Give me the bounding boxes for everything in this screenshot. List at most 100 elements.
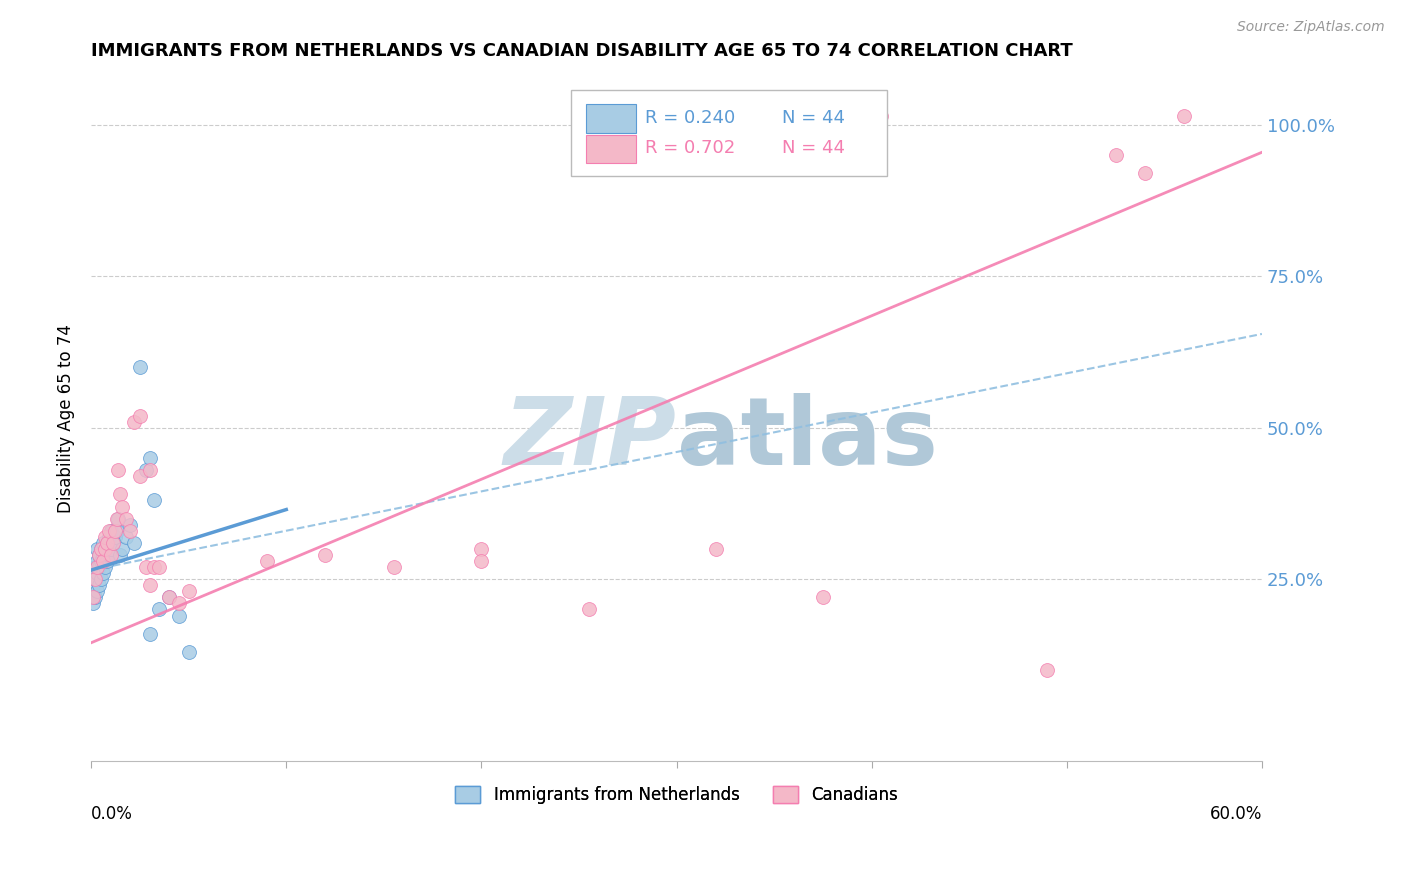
Point (177, 584, 200, 599)
Point (138, 463, 160, 477)
Point (105, 511, 128, 525)
Point (86, 560, 108, 574)
Point (167, 596, 190, 610)
Text: 0.0%: 0.0% (91, 805, 134, 823)
Point (94, 541, 117, 556)
Point (148, 602, 170, 616)
Point (96, 554, 118, 568)
Point (86, 566, 108, 581)
Point (100, 541, 122, 556)
Text: ZIP: ZIP (503, 393, 676, 485)
Point (1173, 109, 1195, 123)
Point (157, 591, 180, 605)
Y-axis label: Disability Age 65 to 74: Disability Age 65 to 74 (58, 325, 75, 513)
Point (870, 109, 893, 123)
Point (87, 548, 110, 562)
Point (588, 109, 610, 123)
Point (100, 548, 122, 562)
Point (103, 530, 125, 544)
Point (1104, 148, 1126, 162)
Point (120, 517, 142, 532)
Point (122, 536, 145, 550)
Point (82, 596, 104, 610)
Point (91, 536, 114, 550)
Point (110, 548, 132, 562)
Point (94, 560, 117, 574)
Text: Source: ZipAtlas.com: Source: ZipAtlas.com (1237, 20, 1385, 34)
Point (84, 572, 107, 586)
Point (82, 578, 104, 592)
Text: 60.0%: 60.0% (1209, 805, 1263, 823)
Point (86, 541, 108, 556)
Point (97, 530, 120, 544)
Point (90, 554, 112, 568)
Point (142, 560, 165, 574)
Point (86, 554, 108, 568)
Point (129, 409, 152, 423)
Point (107, 463, 129, 477)
Point (91, 548, 114, 562)
Point (97, 548, 120, 562)
Text: R = 0.240: R = 0.240 (645, 109, 735, 127)
Point (167, 608, 190, 623)
FancyBboxPatch shape (586, 135, 636, 163)
Point (314, 548, 336, 562)
Point (82, 591, 104, 605)
Point (129, 360, 152, 375)
Text: IMMIGRANTS FROM NETHERLANDS VS CANADIAN DISABILITY AGE 65 TO 74 CORRELATION CHAR: IMMIGRANTS FROM NETHERLANDS VS CANADIAN … (91, 42, 1073, 60)
Point (87, 578, 110, 592)
Text: atlas: atlas (676, 393, 938, 485)
Point (110, 487, 132, 501)
FancyBboxPatch shape (586, 104, 636, 133)
Point (103, 524, 125, 538)
Point (177, 645, 200, 659)
Point (256, 554, 278, 568)
Point (84, 591, 107, 605)
Point (87, 548, 110, 562)
Point (91, 554, 114, 568)
Point (97, 524, 120, 538)
Text: R = 0.702: R = 0.702 (645, 139, 735, 158)
Point (129, 469, 152, 483)
Point (122, 415, 145, 429)
Point (96, 536, 118, 550)
Text: N = 44: N = 44 (782, 109, 845, 127)
Point (157, 591, 180, 605)
Point (101, 536, 124, 550)
Point (135, 463, 157, 477)
Point (84, 572, 107, 586)
Point (470, 541, 492, 556)
Point (135, 560, 157, 574)
Point (101, 536, 124, 550)
Point (90, 541, 112, 556)
Point (86, 584, 108, 599)
Point (87, 560, 110, 574)
Point (704, 541, 727, 556)
Point (90, 572, 112, 586)
Point (111, 500, 134, 514)
Legend: Immigrants from Netherlands, Canadians: Immigrants from Netherlands, Canadians (449, 780, 904, 811)
Point (94, 530, 117, 544)
Point (148, 560, 170, 574)
Point (115, 511, 138, 525)
Point (84, 560, 107, 574)
Point (470, 554, 492, 568)
Point (138, 451, 160, 466)
Point (90, 541, 112, 556)
Point (578, 602, 600, 616)
Point (91, 566, 114, 581)
Point (107, 511, 129, 525)
Point (138, 626, 160, 640)
Point (811, 591, 834, 605)
Point (142, 493, 165, 508)
Point (96, 536, 118, 550)
Point (138, 578, 160, 592)
Point (105, 524, 128, 538)
Point (94, 541, 117, 556)
Text: N = 44: N = 44 (782, 139, 845, 158)
Point (382, 560, 405, 574)
Point (120, 524, 142, 538)
Point (115, 530, 138, 544)
Point (1036, 663, 1059, 677)
FancyBboxPatch shape (571, 90, 887, 176)
